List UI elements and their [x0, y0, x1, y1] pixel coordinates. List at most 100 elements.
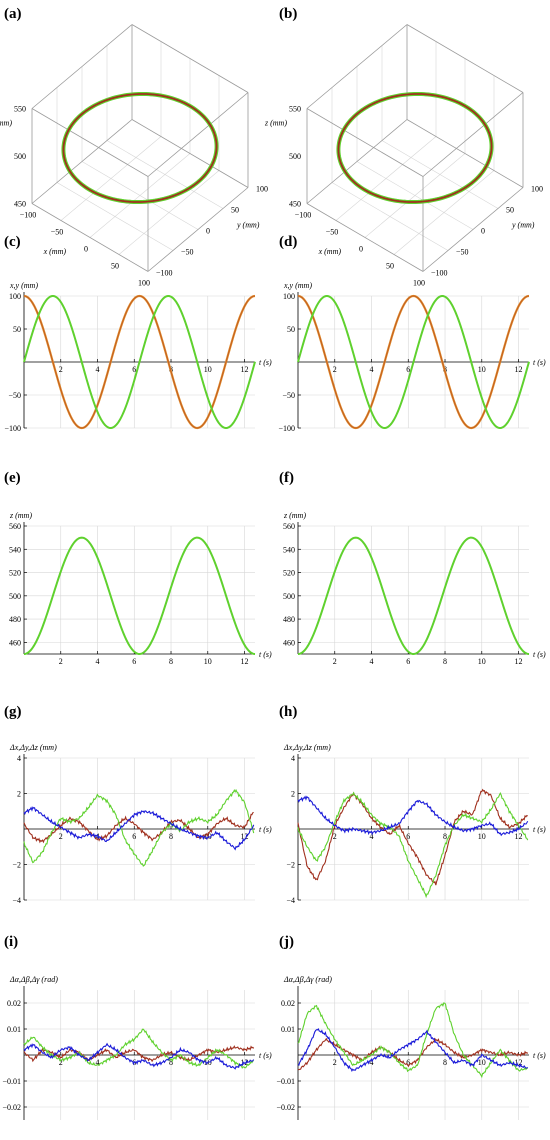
- box-edge: [306, 108, 424, 177]
- y-axis-label: y (mm): [511, 220, 535, 229]
- y-tick-label: −100: [431, 269, 448, 278]
- y-tick-label: 480: [283, 615, 295, 624]
- z-tick-label: 450: [14, 200, 26, 209]
- y-tick-label: −50: [8, 391, 21, 400]
- x-axis-label: t (s): [259, 825, 272, 834]
- x-tick-label: 6: [132, 832, 136, 841]
- y-tick-label: 460: [283, 638, 295, 647]
- x-tick-label: 100: [413, 279, 425, 288]
- panel-label: (c): [4, 234, 21, 250]
- x-tick-label: 2: [333, 832, 337, 841]
- x-tick-label: 4: [370, 365, 374, 374]
- x-axis-label: t (s): [533, 825, 546, 834]
- series-y-line: [23, 295, 256, 429]
- x-tick-label: 50: [111, 262, 119, 271]
- x-tick-label: 0: [84, 245, 88, 254]
- y-tick-label: −0.01: [276, 1077, 295, 1086]
- x-axis-label: x (mm): [318, 247, 342, 256]
- x-tick-label: 12: [515, 1058, 523, 1067]
- panel-label: (i): [4, 934, 18, 950]
- y-tick-label: 4: [17, 754, 21, 763]
- y-axis-label: x,y (mm): [9, 281, 38, 290]
- y-tick-label: 100: [256, 185, 268, 194]
- x-tick-label: 2: [333, 657, 337, 666]
- y-tick-label: 100: [531, 185, 543, 194]
- x-tick-label: 12: [241, 832, 249, 841]
- x-tick-label: 8: [443, 832, 447, 841]
- y-tick-label: 0.02: [7, 999, 21, 1008]
- y-tick-label: −100: [278, 424, 295, 433]
- measured-trajectory: [337, 93, 493, 203]
- series-x-line: [23, 811, 254, 844]
- y-tick-label: 2: [291, 790, 295, 799]
- x-tick-label: 6: [406, 365, 410, 374]
- y-tick-label: −0.02: [2, 1103, 21, 1112]
- series-z-line: [297, 795, 529, 837]
- x-tick-label: −50: [326, 228, 339, 237]
- box-edge: [147, 92, 249, 177]
- x-tick-label: 8: [443, 1058, 447, 1067]
- x-tick-label: 50: [386, 262, 394, 271]
- box-edge: [406, 24, 524, 93]
- grid-line: [393, 170, 495, 255]
- box-edge: [422, 187, 524, 272]
- y-tick-label: 100: [283, 292, 295, 301]
- x-tick-label: 6: [132, 657, 136, 666]
- series-x-line: [297, 1037, 529, 1071]
- y-axis-label: y (mm): [236, 220, 260, 229]
- x-tick-label: −50: [51, 228, 64, 237]
- grid-line: [381, 140, 499, 209]
- x-tick-label: 4: [370, 657, 374, 666]
- x-tick-label: 2: [333, 1058, 337, 1067]
- x-axis-label: t (s): [533, 358, 546, 367]
- panel-label: (a): [4, 6, 22, 22]
- box-edge: [422, 92, 524, 177]
- y-tick-label: 560: [283, 522, 295, 531]
- box-edge: [31, 108, 149, 177]
- y-tick-label: 0.01: [7, 1025, 21, 1034]
- grid-line: [106, 140, 224, 209]
- x-tick-label: 10: [478, 365, 486, 374]
- x-tick-label: 10: [204, 657, 212, 666]
- series-y-line: [23, 1028, 254, 1069]
- y-tick-label: 50: [13, 325, 21, 334]
- y-axis-label: Δα,Δβ,Δγ (rad): [9, 975, 58, 984]
- series-z-line: [23, 1042, 255, 1070]
- y-tick-label: 540: [283, 545, 295, 554]
- y-tick-label: −50: [282, 391, 295, 400]
- y-tick-label: 0.02: [281, 999, 295, 1008]
- panel-2d-plot: −0.02 −0.01 0.01 0.02 2 4 6 8 10 12 Δα,Δβ,Δγ (rad)…: [276, 975, 546, 1120]
- y-tick-label: 0.01: [281, 1025, 295, 1034]
- box-edge: [306, 119, 408, 204]
- series-y-line: [23, 788, 255, 867]
- y-axis-label: Δx,Δy,Δz (mm): [9, 743, 57, 752]
- box-edge: [306, 24, 408, 109]
- y-tick-label: 560: [9, 522, 21, 531]
- y-tick-label: 0: [481, 227, 485, 236]
- y-tick-label: 50: [506, 206, 514, 215]
- x-tick-label: 2: [59, 657, 63, 666]
- y-tick-label: 500: [9, 592, 21, 601]
- box-edge: [31, 24, 133, 109]
- grid-line: [81, 161, 199, 230]
- series-z-line: [297, 1028, 528, 1072]
- panel-2d-plot: 460 480 500 520 540 560 2 4 6 8 10 12 z (mm) t (s): [283, 511, 546, 666]
- z-tick-label: 500: [289, 152, 301, 161]
- x-axis-label: t (s): [259, 1051, 272, 1060]
- y-tick-label: 100: [9, 292, 21, 301]
- y-tick-label: −100: [4, 424, 21, 433]
- x-tick-label: 6: [132, 365, 136, 374]
- x-tick-label: −100: [20, 211, 37, 220]
- measured-trajectory: [62, 93, 218, 203]
- x-tick-label: 2: [59, 365, 63, 374]
- x-tick-label: 6: [406, 1058, 410, 1067]
- x-tick-label: 12: [241, 657, 249, 666]
- y-tick-label: 520: [283, 569, 295, 578]
- y-tick-label: −50: [456, 248, 469, 257]
- x-tick-label: 2: [59, 1058, 63, 1067]
- x-tick-label: 4: [96, 365, 100, 374]
